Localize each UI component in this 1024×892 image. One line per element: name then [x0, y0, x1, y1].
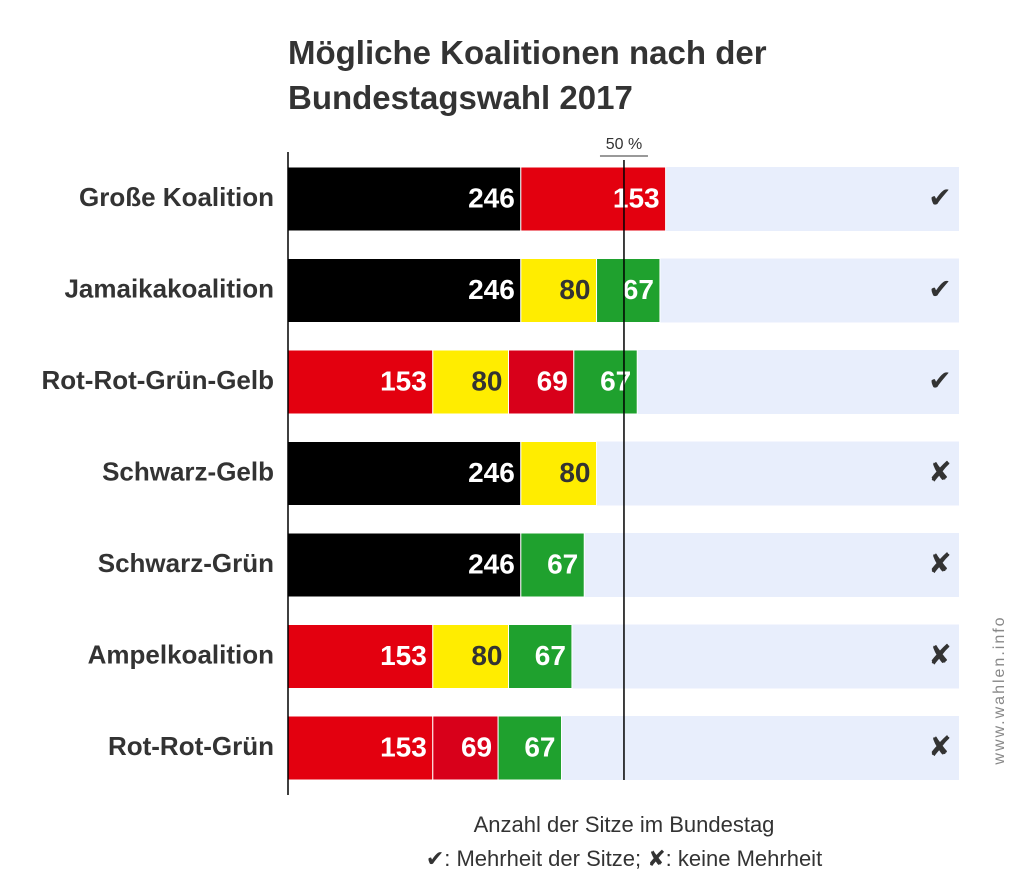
majority-mark: ✔: [928, 181, 951, 214]
x-axis-label: Anzahl der Sitze im Bundestag: [474, 812, 775, 837]
bar-segment: [520, 166, 667, 232]
value-label: 80: [559, 457, 590, 488]
bar-segment: [520, 532, 585, 598]
value-label: 246: [468, 182, 515, 213]
bar-segment: [432, 624, 510, 689]
value-label: 246: [468, 457, 515, 488]
category-label: Schwarz-Grün: [98, 548, 274, 578]
value-label: 80: [471, 640, 502, 671]
bar-segment: [508, 349, 575, 415]
category-label: Ampelkoalition: [88, 639, 274, 669]
bar-segment: [287, 441, 522, 506]
category-label: Jamaikakoalition: [64, 273, 274, 303]
majority-mark: ✔: [928, 364, 951, 397]
value-label: 69: [537, 365, 568, 396]
legend-note: ✔: Mehrheit der Sitze; ✘: keine Mehrheit: [426, 846, 822, 871]
category-label: Rot-Rot-Grün: [108, 731, 274, 761]
bar-segment: [432, 715, 499, 781]
category-label: Große Koalition: [79, 182, 274, 212]
bar-segment: [287, 166, 522, 232]
majority-mark: ✘: [928, 730, 951, 763]
value-label: 67: [535, 640, 566, 671]
value-label: 246: [468, 548, 515, 579]
category-label: Schwarz-Gelb: [102, 456, 274, 486]
bar-segment: [596, 258, 661, 323]
bar-segment: [287, 349, 434, 415]
value-label: 153: [380, 640, 427, 671]
bar-segment: [287, 624, 434, 689]
value-label: 80: [471, 365, 502, 396]
majority-mark: ✘: [928, 639, 951, 672]
category-label: Rot-Rot-Grün-Gelb: [41, 365, 274, 395]
value-label: 246: [468, 274, 515, 305]
bar-segment: [520, 258, 598, 323]
value-label: 153: [380, 731, 427, 762]
bar-segment: [497, 715, 563, 781]
majority-label: 50 %: [606, 136, 642, 153]
bar-segment: [287, 532, 522, 598]
value-label: 67: [547, 548, 578, 579]
majority-mark: ✘: [928, 456, 951, 489]
majority-mark: ✘: [928, 547, 951, 580]
value-label: 67: [600, 365, 631, 396]
bar-segment: [520, 441, 598, 506]
value-label: 153: [380, 365, 427, 396]
bar-segment: [287, 258, 522, 323]
bar-segment: [508, 624, 573, 689]
bar-segment: [432, 349, 510, 415]
value-label: 80: [559, 274, 590, 305]
value-label: 67: [623, 274, 654, 305]
value-label: 153: [613, 182, 660, 213]
chart-title: Mögliche Koalitionen nach der Bundestags…: [288, 34, 767, 116]
majority-mark: ✔: [928, 273, 951, 306]
source: www.wahlen.info: [991, 615, 1008, 765]
bar-segment: [573, 349, 638, 415]
value-label: 67: [524, 731, 555, 762]
value-label: 69: [461, 731, 492, 762]
